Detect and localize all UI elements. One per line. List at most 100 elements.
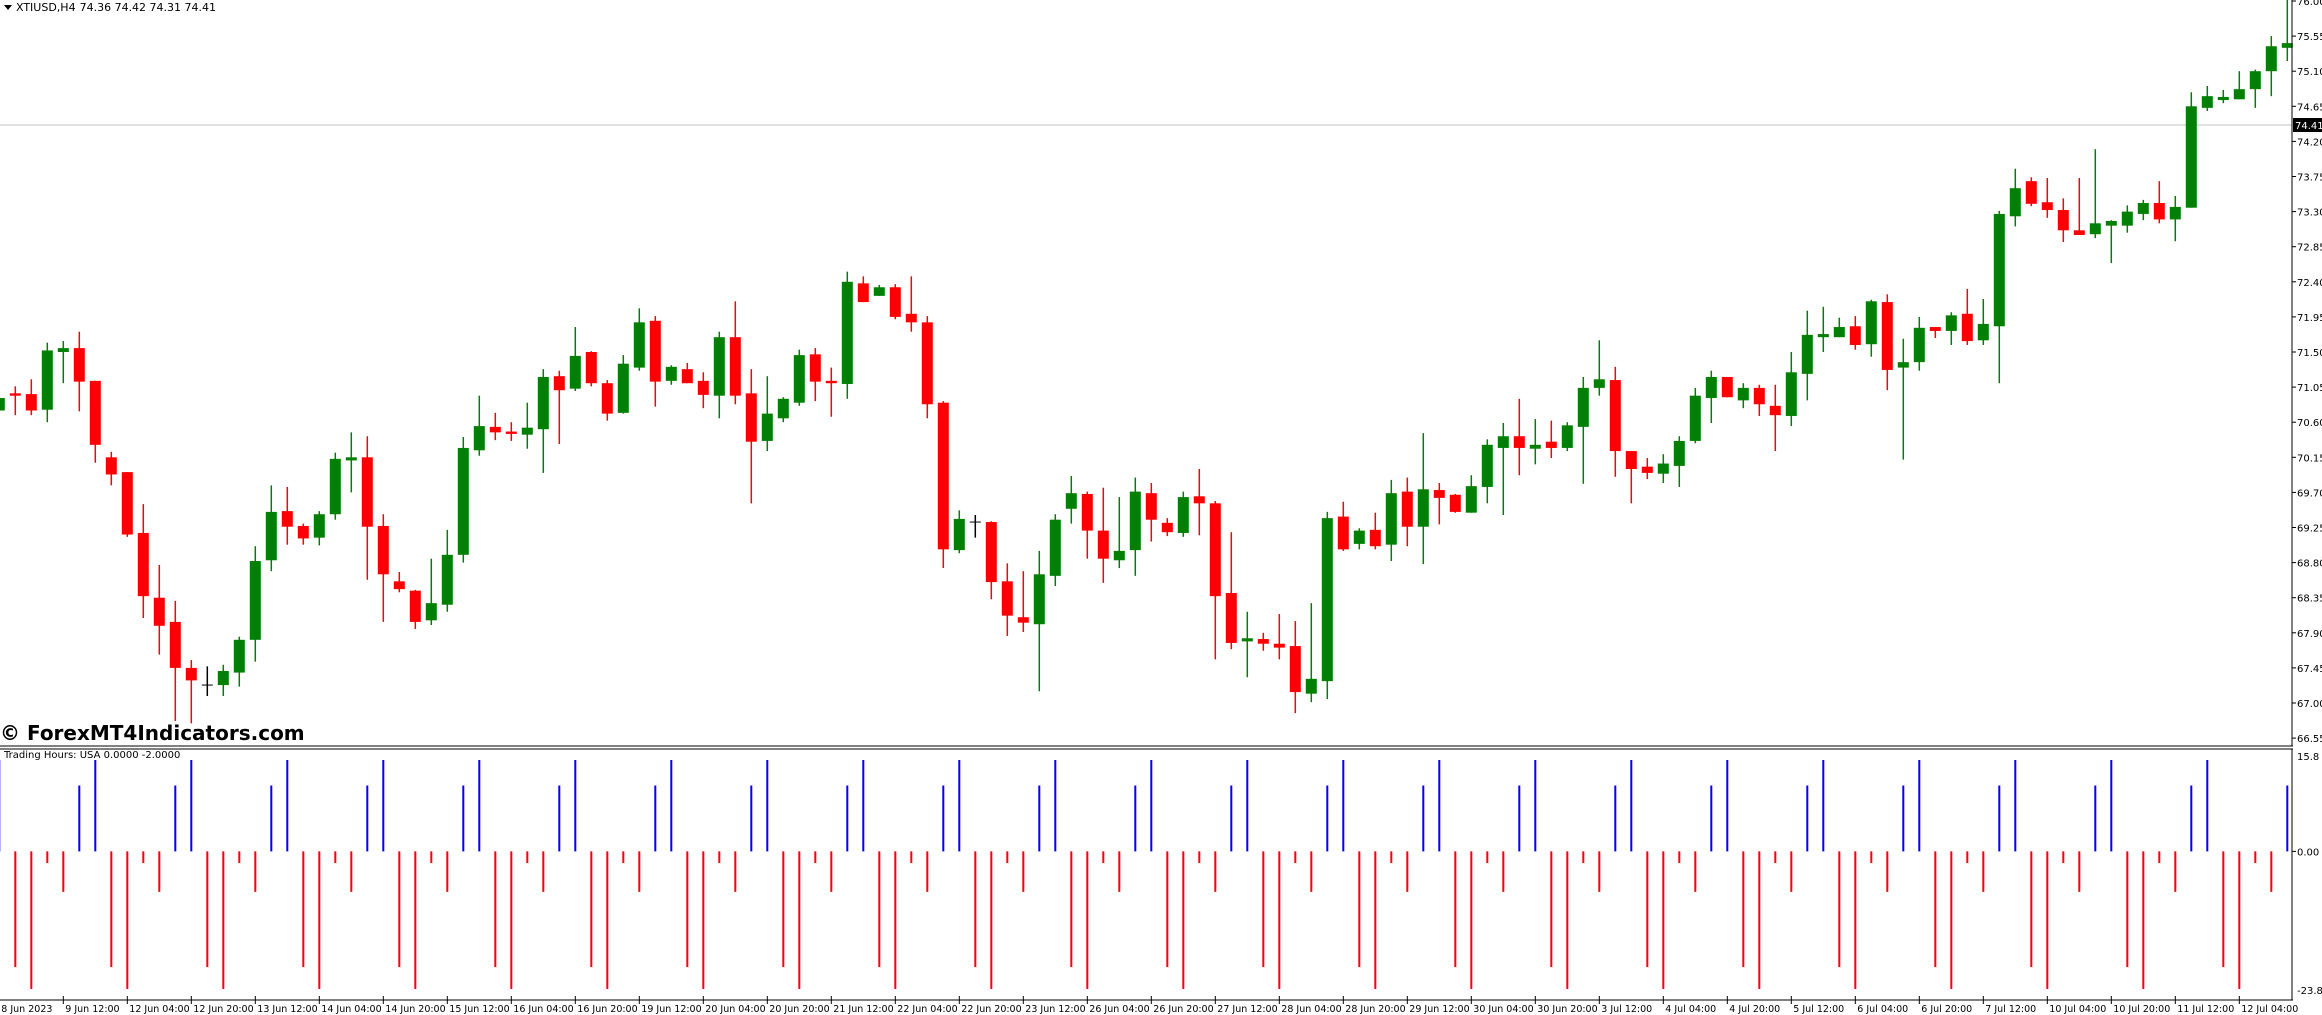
candle	[1593, 340, 1605, 396]
candle	[713, 331, 725, 419]
candle-body	[153, 597, 165, 626]
candle-body	[1529, 444, 1541, 449]
time-label: 22 Jun 20:00	[961, 1004, 1021, 1015]
candle	[1113, 497, 1125, 569]
candle-body	[89, 380, 101, 445]
candle	[1337, 501, 1349, 551]
watermark: © ForexMT4Indicators.com	[0, 721, 305, 745]
candle	[2025, 177, 2037, 207]
candle	[809, 348, 821, 402]
candle-body	[1049, 519, 1061, 576]
candle	[57, 341, 69, 384]
candle	[2249, 69, 2261, 108]
candle-body	[1737, 387, 1749, 401]
candle-body	[1497, 436, 1509, 448]
candle-body	[441, 554, 453, 605]
candle	[825, 367, 837, 417]
time-label: 19 Jun 12:00	[641, 1004, 701, 1015]
candle	[153, 564, 165, 655]
candle-body	[1993, 213, 2005, 327]
time-label: 9 Jun 12:00	[65, 1004, 119, 1015]
candle-body	[1609, 380, 1621, 452]
candle-body	[169, 621, 181, 668]
candle-body	[73, 348, 85, 382]
candle-body	[457, 447, 469, 555]
candle	[1657, 454, 1669, 484]
candle-body	[1705, 376, 1717, 399]
candle-body	[1481, 444, 1493, 487]
candle	[1641, 458, 1653, 480]
candle	[649, 316, 661, 407]
candle	[793, 349, 805, 406]
candle	[633, 308, 645, 371]
candle	[217, 664, 229, 696]
time-label: 4 Jul 20:00	[1729, 1004, 1780, 1015]
candle-body	[1289, 646, 1301, 693]
candle	[361, 436, 373, 580]
candle-body	[2057, 210, 2069, 231]
candle-body	[393, 581, 405, 590]
candle	[1977, 298, 1989, 345]
candle	[2009, 168, 2021, 227]
candle-body	[409, 590, 421, 622]
candle	[1145, 483, 1157, 542]
candle	[425, 558, 437, 625]
candle	[681, 362, 693, 384]
candle-body	[633, 322, 645, 368]
time-label: 12 Jun 04:00	[129, 1004, 189, 1015]
time-label: 23 Jun 12:00	[1025, 1004, 1085, 1015]
time-label: 28 Jun 04:00	[1281, 1004, 1341, 1015]
candle-body	[217, 671, 229, 686]
candle	[1753, 384, 1765, 416]
time-label: 4 Jul 04:00	[1665, 1004, 1716, 1015]
candle-body	[361, 457, 373, 527]
candle	[1689, 387, 1701, 444]
candle-body	[1769, 405, 1781, 416]
price-label: 71.95	[2297, 313, 2322, 324]
price-label: 70.15	[2297, 453, 2322, 464]
time-label: 16 Jun 20:00	[577, 1004, 637, 1015]
candle-body	[1177, 497, 1189, 533]
candle-body	[1929, 327, 1941, 331]
candle-body	[1209, 503, 1221, 597]
symbol-timeframe: XTIUSD,H4	[16, 0, 76, 14]
time-label: 14 Jun 20:00	[385, 1004, 445, 1015]
candle-body	[537, 376, 549, 430]
candle	[585, 351, 597, 387]
candle-body	[2169, 206, 2181, 220]
candle	[1961, 288, 1973, 345]
candle-body	[1385, 493, 1397, 545]
candle-body	[1449, 494, 1461, 512]
candle-body	[617, 363, 629, 413]
candle	[2281, 0, 2293, 62]
candle-body	[1977, 323, 1989, 341]
candle-body	[1433, 490, 1445, 498]
time-label: 11 Jul 12:00	[2177, 1004, 2234, 1015]
candle	[521, 402, 533, 449]
time-label: 12 Jun 20:00	[193, 1004, 253, 1015]
candle	[1465, 475, 1477, 513]
candle	[1481, 439, 1493, 504]
candle-body	[1097, 530, 1109, 559]
candle-body	[233, 639, 245, 673]
candle	[265, 485, 277, 572]
candle-body	[729, 337, 741, 396]
candle-body	[1321, 518, 1333, 682]
candle-body	[1465, 486, 1477, 513]
candle-body	[2073, 230, 2085, 235]
candle-body	[9, 393, 21, 396]
indicator-histogram	[0, 760, 2289, 989]
triangle-down-icon[interactable]	[4, 4, 12, 10]
candle	[905, 276, 917, 332]
candle	[1273, 614, 1285, 660]
candle	[1369, 512, 1381, 550]
price-label: 67.90	[2297, 629, 2322, 640]
candle-body	[569, 355, 581, 389]
candle-body	[2217, 96, 2229, 101]
candle-body	[713, 337, 725, 396]
candle-body	[1129, 491, 1141, 551]
candle-body	[249, 561, 261, 640]
candle	[1417, 433, 1429, 565]
time-label: 20 Jun 20:00	[769, 1004, 829, 1015]
